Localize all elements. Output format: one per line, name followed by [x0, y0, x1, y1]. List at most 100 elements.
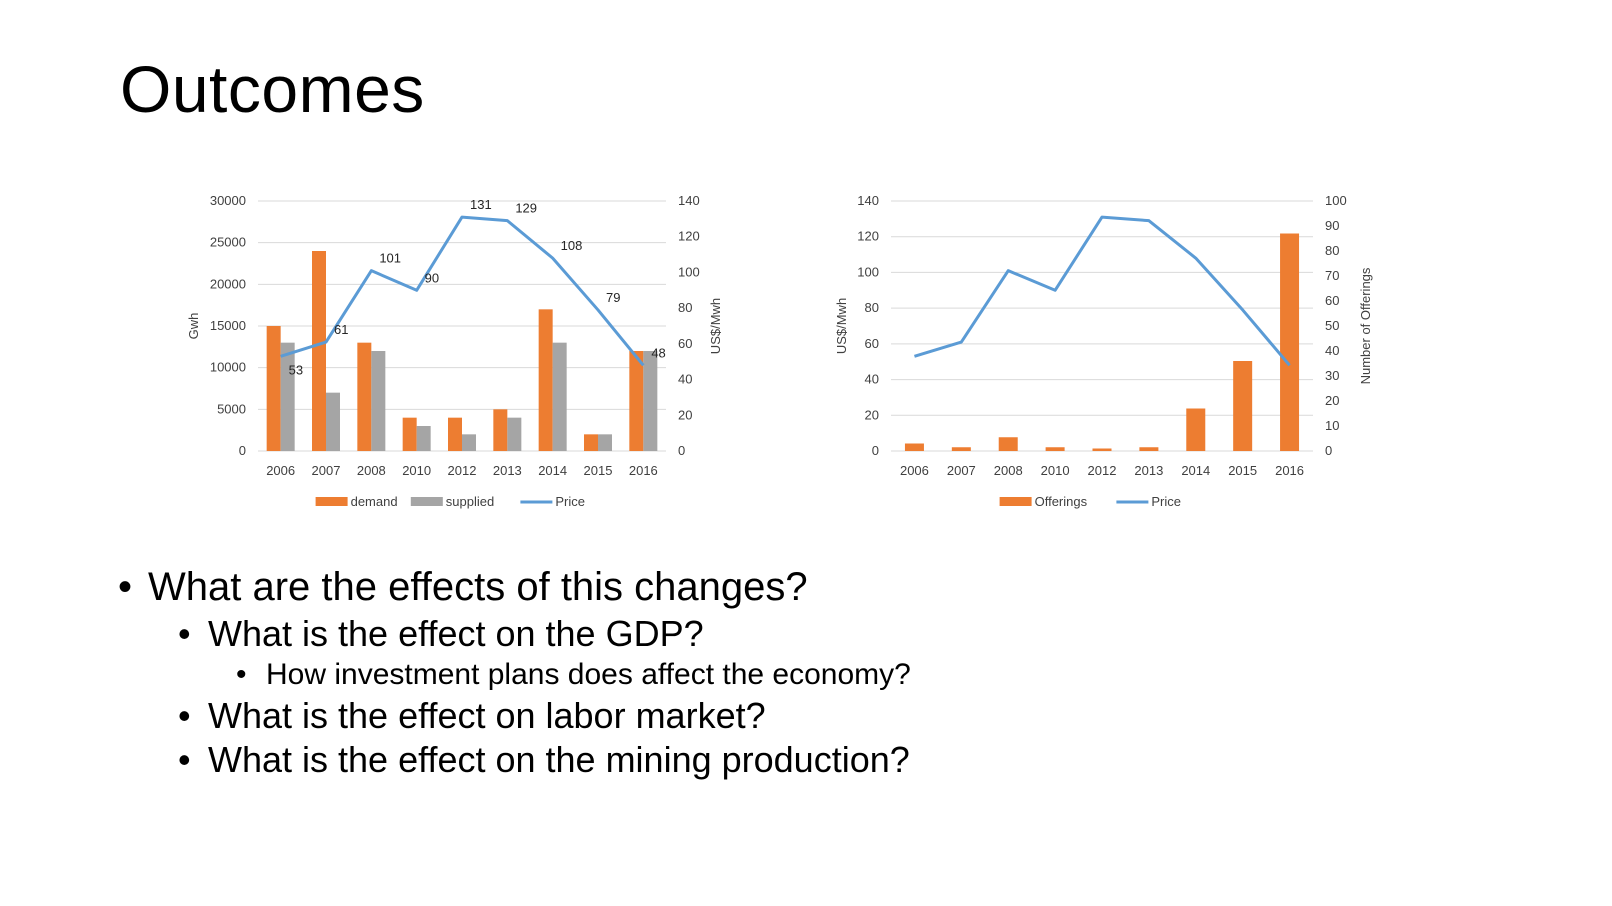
- line-price: [280, 215, 645, 367]
- y-tick-label: 80: [865, 300, 879, 315]
- x-tick-label: 2010: [1041, 463, 1070, 478]
- y-tick-label: 30000: [210, 193, 246, 208]
- y2-tick-label: 80: [1325, 243, 1339, 258]
- x-tick-label: 2012: [1088, 463, 1117, 478]
- data-label: 61: [334, 322, 348, 337]
- bullet-text: What are the effects of this changes?: [148, 565, 808, 609]
- y2-tick-label: 0: [1325, 443, 1332, 458]
- y-axis-label: Gwh: [186, 313, 201, 340]
- bullet-item: • What are the effects of this changes?: [118, 562, 911, 612]
- bar-offerings: [1139, 447, 1159, 451]
- legend-label: supplied: [446, 494, 494, 509]
- y2-tick-label: 140: [678, 193, 700, 208]
- bullet-text: What is the effect on the GDP?: [208, 613, 704, 654]
- x-tick-label: 2007: [312, 463, 341, 478]
- y-tick-label: 15000: [210, 318, 246, 333]
- bar-supplied: [326, 392, 340, 451]
- bar-demand: [629, 351, 644, 451]
- x-tick-label: 2012: [448, 463, 477, 478]
- bullet-item: • How investment plans does affect the ec…: [118, 656, 911, 694]
- bar-demand: [448, 417, 462, 451]
- y2-tick-label: 120: [678, 229, 700, 244]
- bar-supplied: [552, 342, 567, 451]
- bullet-dot: •: [178, 739, 191, 780]
- x-tick-label: 2008: [994, 463, 1023, 478]
- y-tick-label: 60: [865, 336, 879, 351]
- chart-demand-supplied-price: 0 5000 10000 15000 20000 25000 30000 0 20 40 60 80 1…: [186, 193, 723, 509]
- x-tick-label: 2014: [538, 463, 567, 478]
- bar-offerings: [1233, 361, 1253, 451]
- bar-supplied: [371, 351, 386, 451]
- y-tick-label: 10000: [210, 360, 246, 375]
- y2-tick-label: 60: [1325, 293, 1339, 308]
- data-label: 131: [470, 197, 492, 212]
- x-tick-label: 2016: [1275, 463, 1304, 478]
- x-tick-label: 2014: [1181, 463, 1210, 478]
- y2-tick-label: 20: [678, 407, 692, 422]
- bar-offerings: [998, 437, 1018, 451]
- y-tick-label: 0: [239, 443, 246, 458]
- bar-offerings: [1092, 448, 1112, 451]
- y2-tick-label: 30: [1325, 368, 1339, 383]
- y2-tick-label: 20: [1325, 393, 1339, 408]
- x-tick-label: 2006: [900, 463, 929, 478]
- bullet-dot: •: [118, 565, 133, 609]
- y2-tick-label: 40: [678, 372, 692, 387]
- x-tick-label: 2006: [266, 463, 295, 478]
- y-tick-label: 20000: [210, 276, 246, 291]
- bullet-dot: •: [178, 613, 191, 654]
- chart-offerings-price: 0 20 40 60 80 100 120 140 0 10 20 30 40 50 60 70 80 90 100…: [834, 193, 1373, 509]
- bar-supplied: [643, 351, 658, 451]
- y-tick-label: 120: [857, 229, 879, 244]
- x-tick-label: 2007: [947, 463, 976, 478]
- y2-tick-label: 0: [678, 443, 685, 458]
- bar-supplied: [280, 342, 295, 451]
- bar-demand: [357, 342, 372, 451]
- y2-tick-label: 100: [1325, 193, 1347, 208]
- bar-offerings: [951, 447, 971, 451]
- x-tick-label: 2015: [584, 463, 613, 478]
- bar-demand: [493, 409, 508, 451]
- x-tick-label: 2008: [357, 463, 386, 478]
- y2-tick-label: 90: [1325, 218, 1339, 233]
- y2-tick-label: 80: [678, 300, 692, 315]
- legend-swatch-supplied: [410, 497, 443, 506]
- bullet-dot: •: [236, 658, 247, 691]
- data-label: 79: [606, 290, 620, 305]
- y2-tick-label: 100: [678, 264, 700, 279]
- bar-demand: [312, 251, 326, 451]
- legend-label: Offerings: [1035, 494, 1088, 509]
- bar-demand: [538, 309, 553, 451]
- data-label: 129: [515, 201, 537, 216]
- bar-offerings: [904, 443, 924, 451]
- legend-label: Price: [555, 494, 585, 509]
- bar-offerings: [1280, 233, 1300, 451]
- slide-title: Outcomes: [120, 52, 425, 126]
- y-tick-label: 0: [872, 443, 879, 458]
- x-tick-label: 2015: [1228, 463, 1257, 478]
- data-label: 108: [561, 238, 583, 253]
- x-tick-label: 2010: [402, 463, 431, 478]
- data-label: 48: [651, 345, 665, 360]
- legend-label: Price: [1151, 494, 1181, 509]
- x-tick-label: 2013: [1134, 463, 1163, 478]
- y-tick-label: 100: [857, 264, 879, 279]
- y-tick-label: 20: [865, 407, 879, 422]
- legend-swatch-offerings: [999, 497, 1032, 506]
- bar-demand: [266, 326, 281, 451]
- bar-supplied: [416, 426, 431, 451]
- y2-tick-label: 60: [678, 336, 692, 351]
- bar-offerings: [1045, 447, 1065, 451]
- y-tick-label: 140: [857, 193, 879, 208]
- data-label: 90: [425, 270, 439, 285]
- bar-demand: [584, 434, 598, 451]
- y2-axis-label: Number of Offerings: [1358, 267, 1373, 384]
- y-tick-label: 5000: [217, 401, 246, 416]
- y2-tick-label: 40: [1325, 343, 1339, 358]
- y-tick-label: 25000: [210, 235, 246, 250]
- bar-supplied: [507, 417, 522, 451]
- bullet-item: • What is the effect on the mining produc…: [118, 738, 911, 782]
- line-price: [914, 215, 1291, 367]
- bullet-text: What is the effect on labor market?: [208, 695, 766, 736]
- bullet-dot: •: [178, 695, 191, 736]
